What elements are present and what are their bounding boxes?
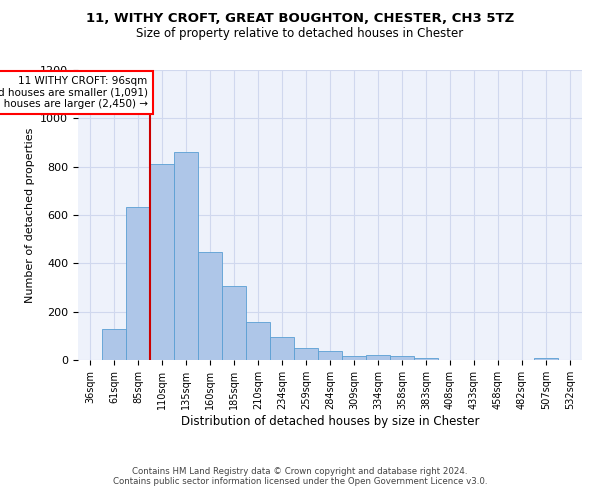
Text: 11 WITHY CROFT: 96sqm
← 31% of detached houses are smaller (1,091)
69% of semi-d: 11 WITHY CROFT: 96sqm ← 31% of detached … [0, 76, 148, 109]
Bar [174, 152, 198, 360]
Bar [150, 164, 174, 360]
Bar [294, 348, 318, 360]
Text: Contains public sector information licensed under the Open Government Licence v3: Contains public sector information licen… [113, 477, 487, 486]
Bar [270, 337, 294, 360]
Text: Contains HM Land Registry data © Crown copyright and database right 2024.: Contains HM Land Registry data © Crown c… [132, 467, 468, 476]
Bar [390, 356, 414, 360]
Bar [366, 355, 390, 360]
Bar [414, 358, 438, 360]
Bar [318, 351, 342, 360]
Y-axis label: Number of detached properties: Number of detached properties [25, 128, 35, 302]
Bar [198, 252, 222, 360]
Bar [126, 206, 150, 360]
Text: Size of property relative to detached houses in Chester: Size of property relative to detached ho… [136, 28, 464, 40]
X-axis label: Distribution of detached houses by size in Chester: Distribution of detached houses by size … [181, 414, 479, 428]
Bar [534, 358, 558, 360]
Bar [246, 322, 270, 360]
Bar [342, 356, 366, 360]
Bar [222, 286, 246, 360]
Bar [102, 328, 126, 360]
Text: 11, WITHY CROFT, GREAT BOUGHTON, CHESTER, CH3 5TZ: 11, WITHY CROFT, GREAT BOUGHTON, CHESTER… [86, 12, 514, 26]
